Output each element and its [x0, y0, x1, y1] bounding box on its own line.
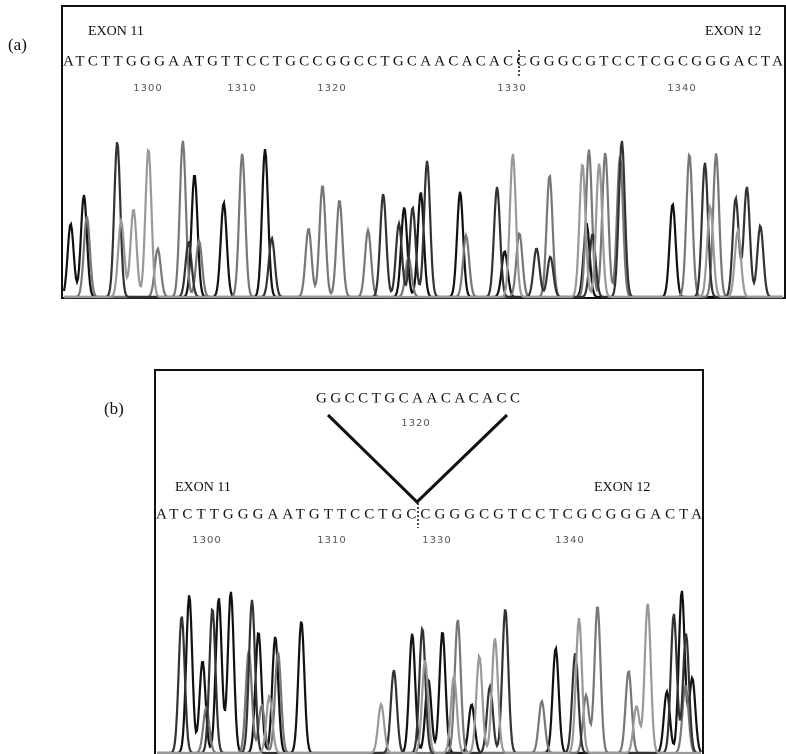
exon-label: EXON 11 [88, 24, 144, 39]
position: 1320 [317, 83, 346, 94]
sequence: ATCTTGGGAATGTTCCTGCCGGGCGTCCTCGCGGGACTA [156, 506, 702, 522]
position: 1340 [555, 535, 584, 546]
chromatogram [157, 591, 701, 753]
chromatogram [64, 141, 783, 297]
position: 1330 [422, 535, 451, 546]
figure: (a) EXON 11 EXON 12 ATCTTGGGAATGTTCCTGCC… [0, 0, 786, 754]
position: 1310 [227, 83, 256, 94]
exon-label: EXON 12 [705, 24, 761, 39]
position: 1300 [133, 83, 162, 94]
exon-label: EXON 12 [594, 480, 650, 495]
deleted-sequence: GGCCTGCAACACACC [316, 390, 520, 406]
exon-label: EXON 11 [175, 480, 231, 495]
position: 1320 [401, 418, 430, 429]
panel-label: (b) [104, 399, 124, 418]
position: 1310 [317, 535, 346, 546]
position: 1300 [192, 535, 221, 546]
sequence: ATCTTGGGAATGTTCCTGCCGGCCTGCAACACACCGGGCG… [63, 53, 783, 69]
position: 1340 [667, 83, 696, 94]
panel-label: (a) [8, 35, 27, 54]
position: 1330 [497, 83, 526, 94]
